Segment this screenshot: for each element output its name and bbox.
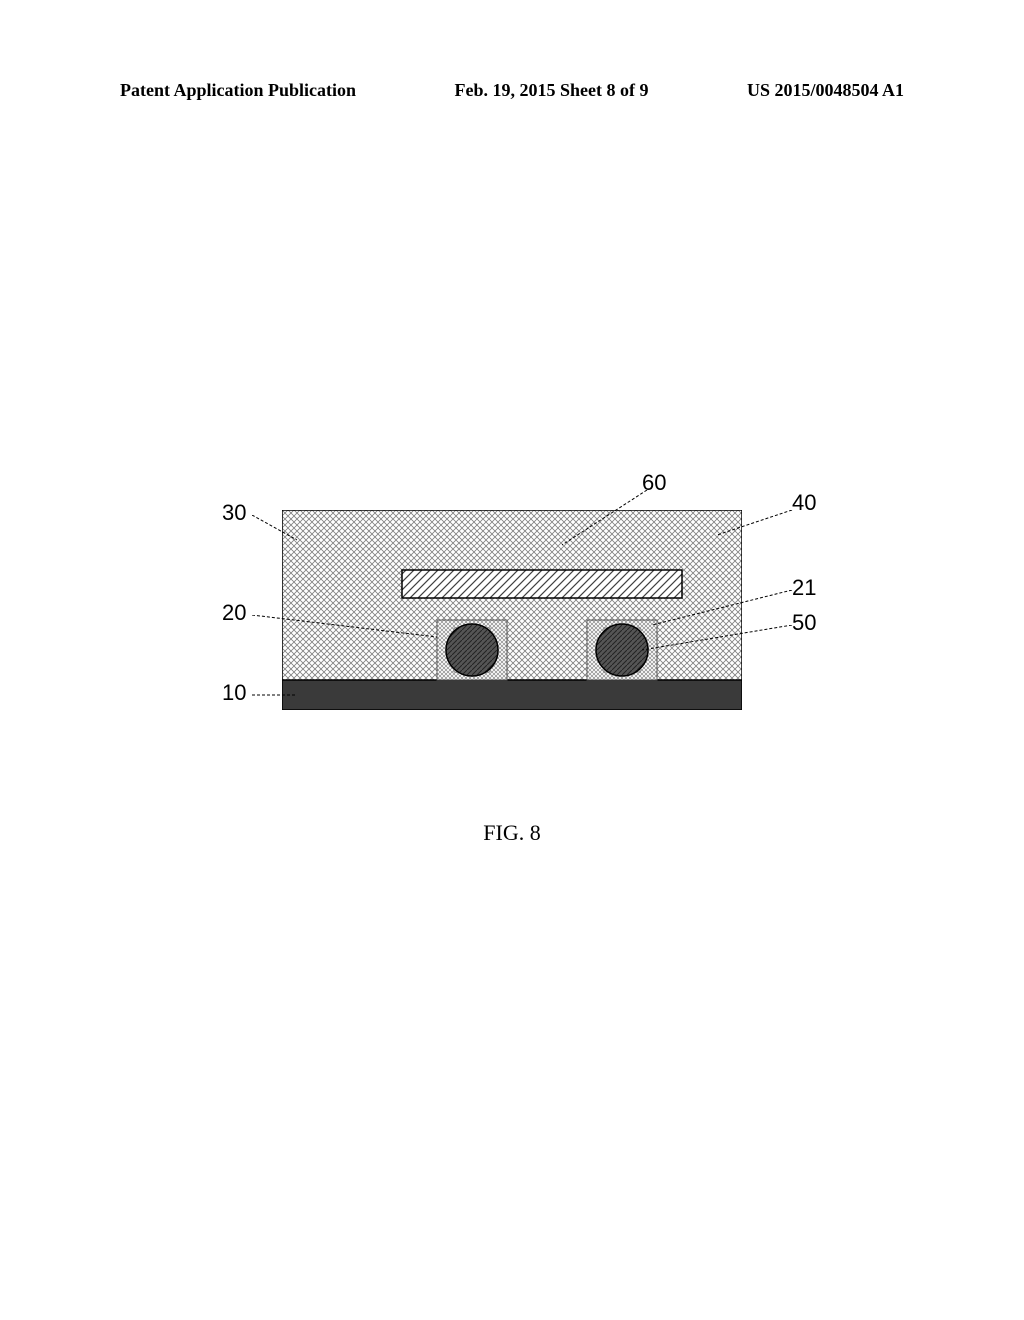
label-30: 30 <box>222 500 246 526</box>
figure-8: 30 20 10 60 40 21 50 <box>162 470 862 750</box>
header-left: Patent Application Publication <box>120 80 356 101</box>
header-right: US 2015/0048504 A1 <box>747 80 904 101</box>
header-center: Feb. 19, 2015 Sheet 8 of 9 <box>455 80 649 101</box>
label-20: 20 <box>222 600 246 626</box>
label-10: 10 <box>222 680 246 706</box>
figure-caption: FIG. 8 <box>483 820 540 846</box>
